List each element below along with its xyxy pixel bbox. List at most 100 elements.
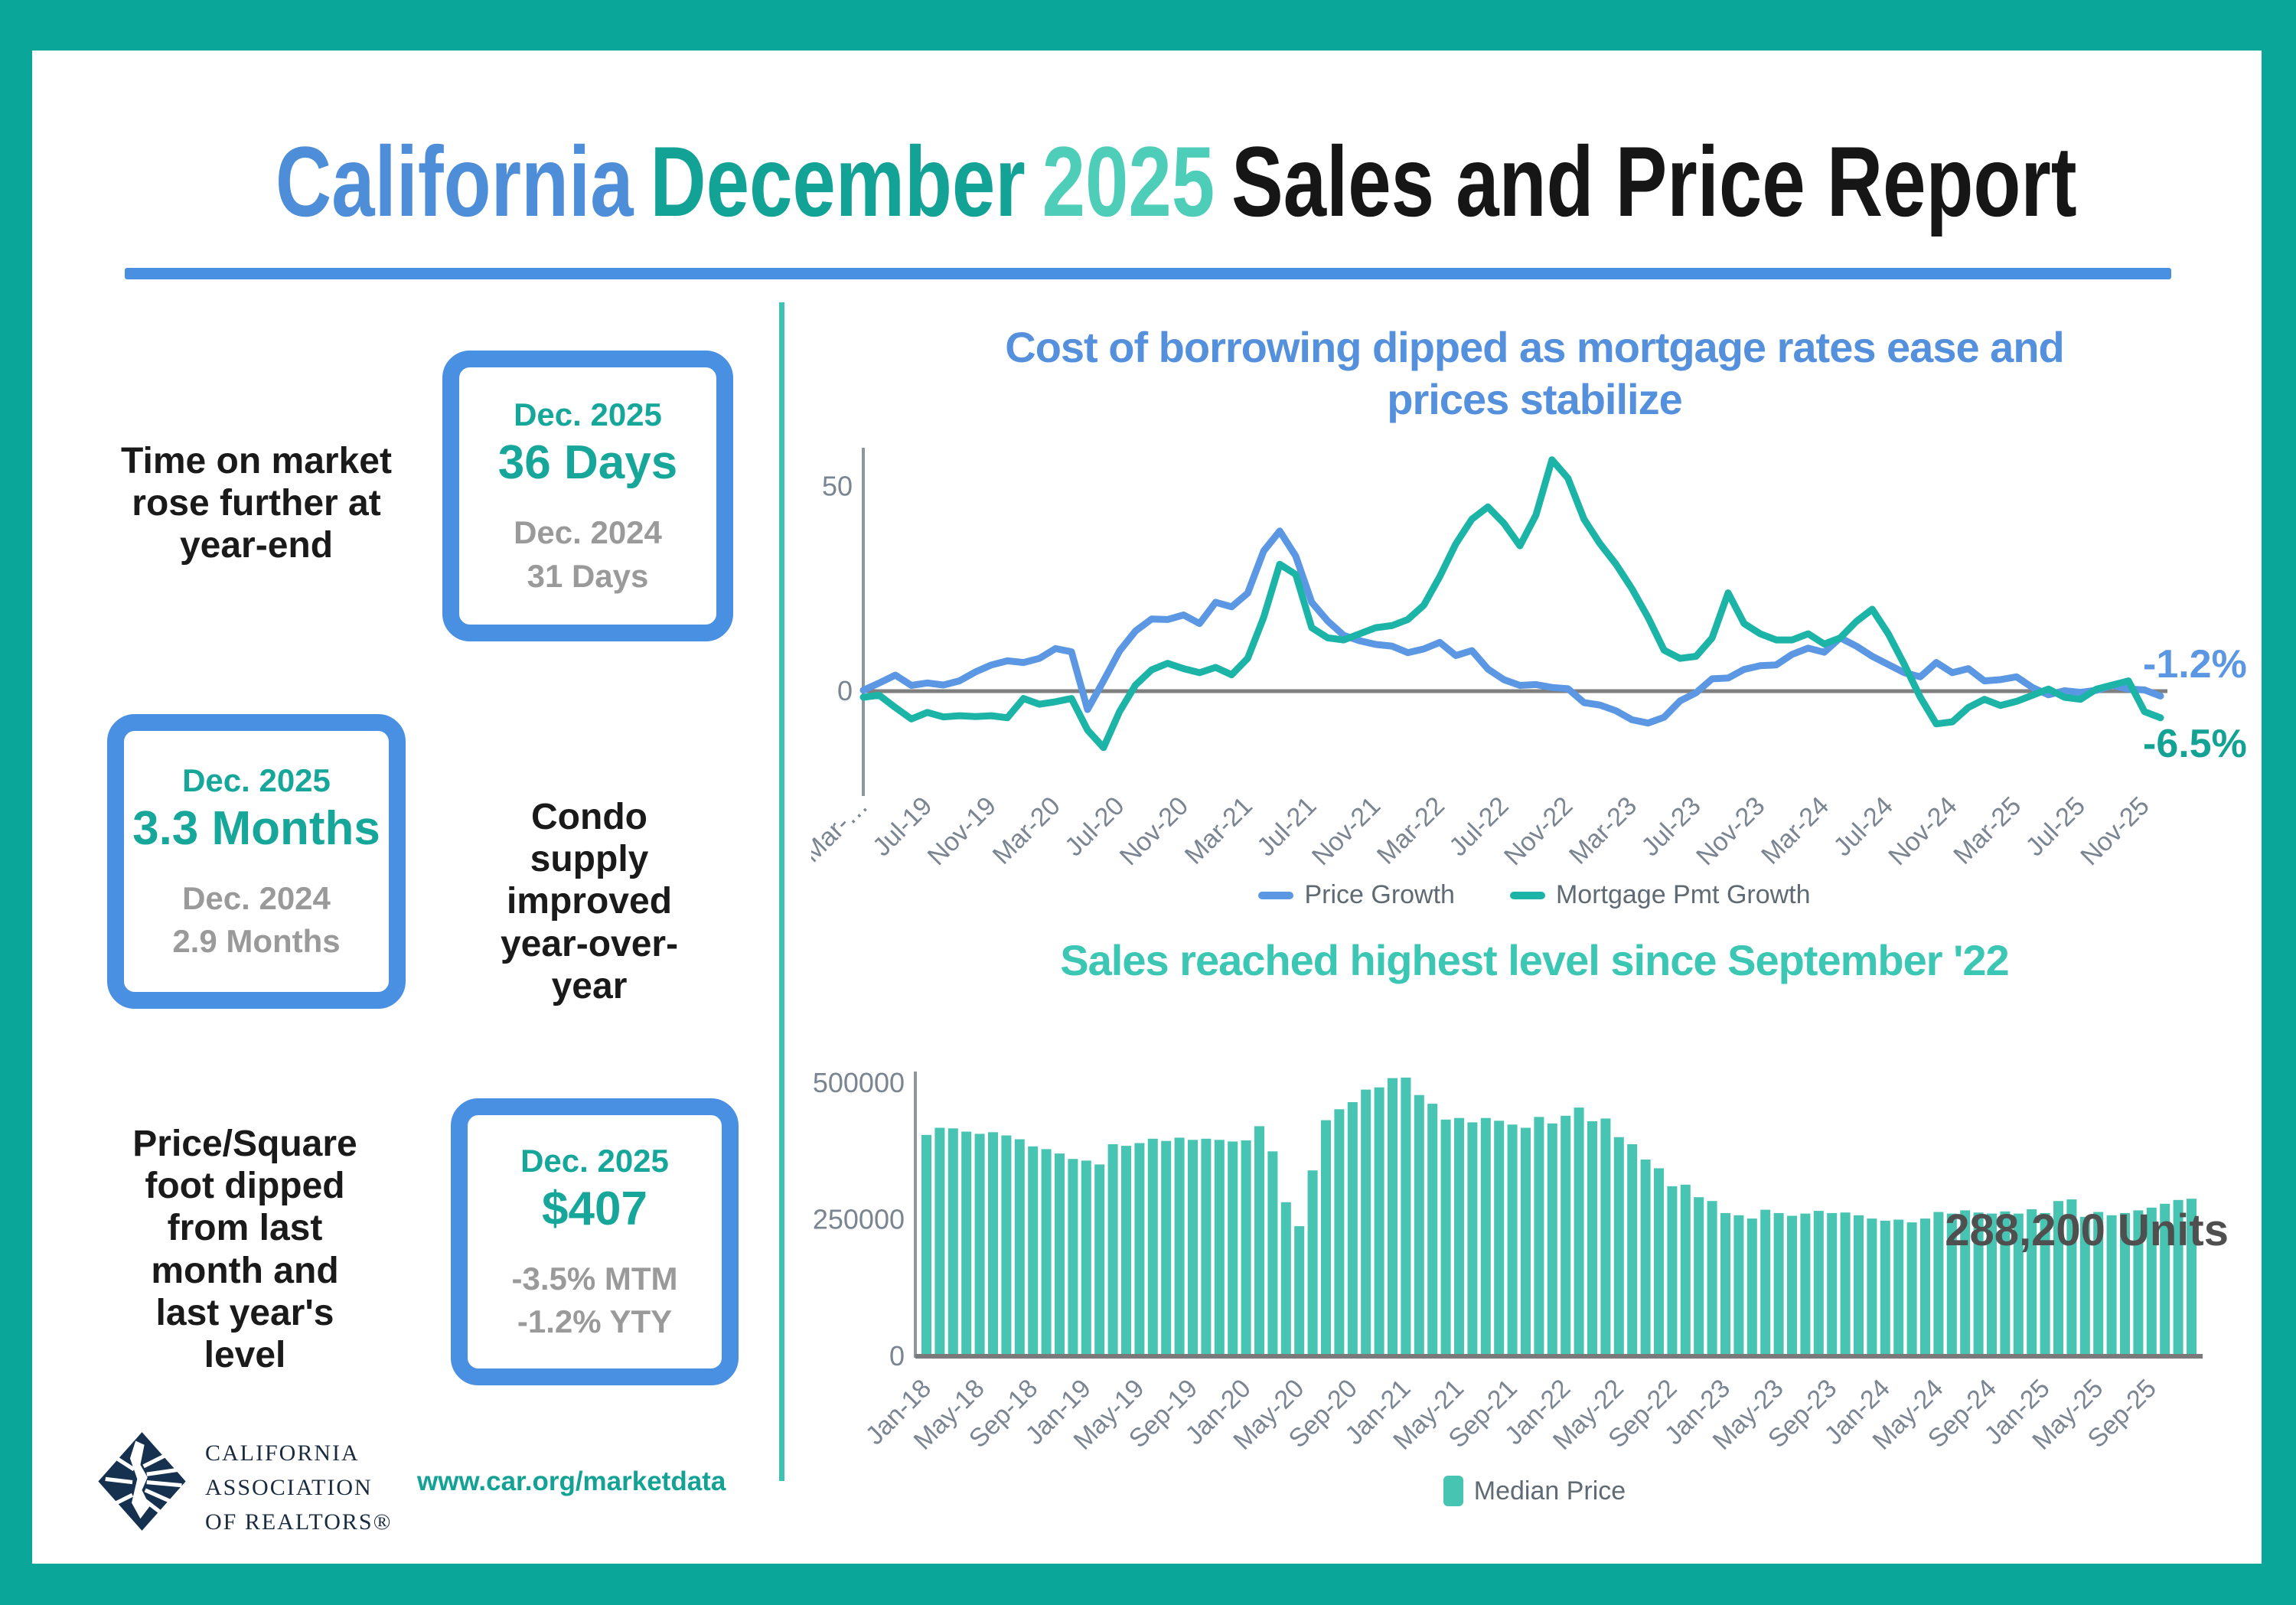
- sales-bar: [1600, 1118, 1611, 1356]
- sales-bar: [1946, 1213, 1957, 1356]
- sales-bar: [1933, 1212, 1944, 1356]
- x-tick-label: Mar-21: [1179, 791, 1258, 870]
- borrowing-chart-title-line1: Cost of borrowing dipped as mortgage rat…: [1005, 323, 2064, 371]
- sales-bar: [934, 1127, 945, 1356]
- x-tick-label: Mar-23: [1564, 791, 1642, 870]
- sales-bar: [1613, 1137, 1624, 1356]
- x-tick-label: Nov-20: [1114, 791, 1194, 871]
- sales-bar: [1867, 1218, 1877, 1356]
- stat-period: Dec. 2025: [182, 762, 331, 798]
- sales-bar: [1827, 1212, 1838, 1356]
- stat-value: $407: [542, 1182, 647, 1235]
- x-tick-label: Mar-22: [1371, 791, 1450, 870]
- sales-bar: [1294, 1226, 1305, 1356]
- y-tick-label: 0: [837, 675, 853, 706]
- sales-bar: [1746, 1218, 1757, 1356]
- sales-bar: [1041, 1149, 1052, 1356]
- sales-bar: [2027, 1209, 2037, 1356]
- sales-bar: [2040, 1212, 2050, 1356]
- sales-bar: [1347, 1102, 1358, 1356]
- sales-bar: [1667, 1186, 1678, 1356]
- sales-bar: [1521, 1127, 1531, 1356]
- x-tick-label: Nov-24: [1883, 791, 1962, 871]
- x-tick-label: Mar-20: [987, 791, 1066, 870]
- sales-bar: [1307, 1170, 1318, 1356]
- sales-bar: [1813, 1211, 1824, 1356]
- sales-bar: [1654, 1168, 1664, 1356]
- sales-bar: [1068, 1159, 1078, 1356]
- sales-bar: [2106, 1215, 2117, 1356]
- sales-bar: [1001, 1135, 1012, 1356]
- stat-value: 3.3 Months: [132, 801, 380, 855]
- median-price-swatch: [1443, 1476, 1463, 1506]
- y-tick-label: 0: [889, 1340, 905, 1372]
- sales-bar: [1361, 1089, 1371, 1356]
- stat-condo-supply-box: Dec. 2025 3.3 Months Dec. 2024 2.9 Month…: [107, 714, 406, 1009]
- sales-bar: [1534, 1117, 1544, 1356]
- sales-bar: [1174, 1137, 1185, 1356]
- logo-line: CALIFORNIA: [205, 1440, 360, 1466]
- sales-bar: [2146, 1207, 2157, 1356]
- sales-bar: [1401, 1077, 1411, 1356]
- sales-bar: [1280, 1202, 1291, 1356]
- sales-bar: [1800, 1213, 1811, 1356]
- sales-bar: [2160, 1203, 2170, 1356]
- stat-prior-period: -3.5% MTM: [511, 1260, 678, 1297]
- sales-bar: [1773, 1212, 1784, 1356]
- legend-label: Mortgage Pmt Growth: [1555, 880, 1811, 909]
- sales-bar: [1494, 1121, 1505, 1356]
- legend-label: Price Growth: [1304, 880, 1455, 909]
- sales-bar: [1134, 1143, 1145, 1356]
- stat-prior-value: 31 Days: [527, 557, 649, 594]
- sales-bar: [1267, 1151, 1278, 1357]
- sales-bar: [2000, 1211, 2011, 1356]
- sales-bar: [1960, 1210, 1971, 1356]
- marketdata-link[interactable]: www.car.org/marketdata: [417, 1466, 726, 1496]
- sales-bar: [1480, 1117, 1491, 1356]
- x-tick-label: Mar-…: [811, 791, 874, 868]
- stat-time-on-market-box: Dec. 2025 36 Days Dec. 2024 31 Days: [442, 351, 733, 641]
- x-tick-label: Nov-22: [1499, 791, 1578, 871]
- sales-bar: [1147, 1138, 1158, 1356]
- borrowing-chart-title-line2: prices stabilize: [1387, 375, 1683, 424]
- sales-bar: [1028, 1146, 1039, 1356]
- title-california: California: [275, 126, 634, 237]
- sales-bar: [2013, 1213, 2024, 1356]
- sales-bar: [974, 1134, 985, 1356]
- stat-prior-period: Dec. 2024: [182, 879, 331, 916]
- sales-bar: [1334, 1109, 1345, 1356]
- sales-bar: [2066, 1199, 2077, 1356]
- sales-bar: [1707, 1201, 1717, 1356]
- x-tick-label: Nov-19: [922, 791, 1002, 871]
- sales-bar: [1081, 1160, 1091, 1356]
- sales-bar: [2053, 1201, 2063, 1356]
- vertical-divider: [779, 302, 784, 1481]
- units-annotation: 288,200 Units: [1945, 1205, 2229, 1255]
- y-tick-label: 250000: [813, 1204, 905, 1235]
- sales-bar: [2187, 1199, 2197, 1356]
- sales-bar: [988, 1132, 998, 1356]
- stat-time-on-market-label: Time on market rose further at year-end: [121, 441, 392, 566]
- sales-bar: [1414, 1094, 1424, 1356]
- sales-bar: [1627, 1144, 1638, 1356]
- x-tick-label: Nov-23: [1691, 791, 1770, 871]
- sales-bar: [1561, 1115, 1571, 1356]
- legend-label: Median Price: [1473, 1476, 1626, 1506]
- stat-period: Dec. 2025: [514, 396, 662, 433]
- sales-chart-legend: Median Price: [811, 1476, 2258, 1506]
- logo-line: OF REALTORS®: [205, 1509, 393, 1535]
- mortgage-growth-end-label: -6.5%: [2143, 722, 2247, 766]
- sales-bar: [2173, 1199, 2183, 1356]
- sales-bar: [921, 1134, 931, 1356]
- sales-bar: [1014, 1139, 1025, 1356]
- x-tick-label: Mar-24: [1756, 791, 1835, 870]
- sales-bar: [1906, 1222, 1917, 1356]
- stat-prior-value: -1.2% YTY: [517, 1303, 673, 1340]
- price-growth-swatch: [1258, 891, 1294, 899]
- sales-bar: [1973, 1212, 1984, 1356]
- sales-bar: [1241, 1140, 1251, 1356]
- logo-line: ASSOCIATION: [205, 1475, 373, 1500]
- y-tick-label: 500000: [813, 1067, 905, 1098]
- sales-bar: [1107, 1144, 1118, 1356]
